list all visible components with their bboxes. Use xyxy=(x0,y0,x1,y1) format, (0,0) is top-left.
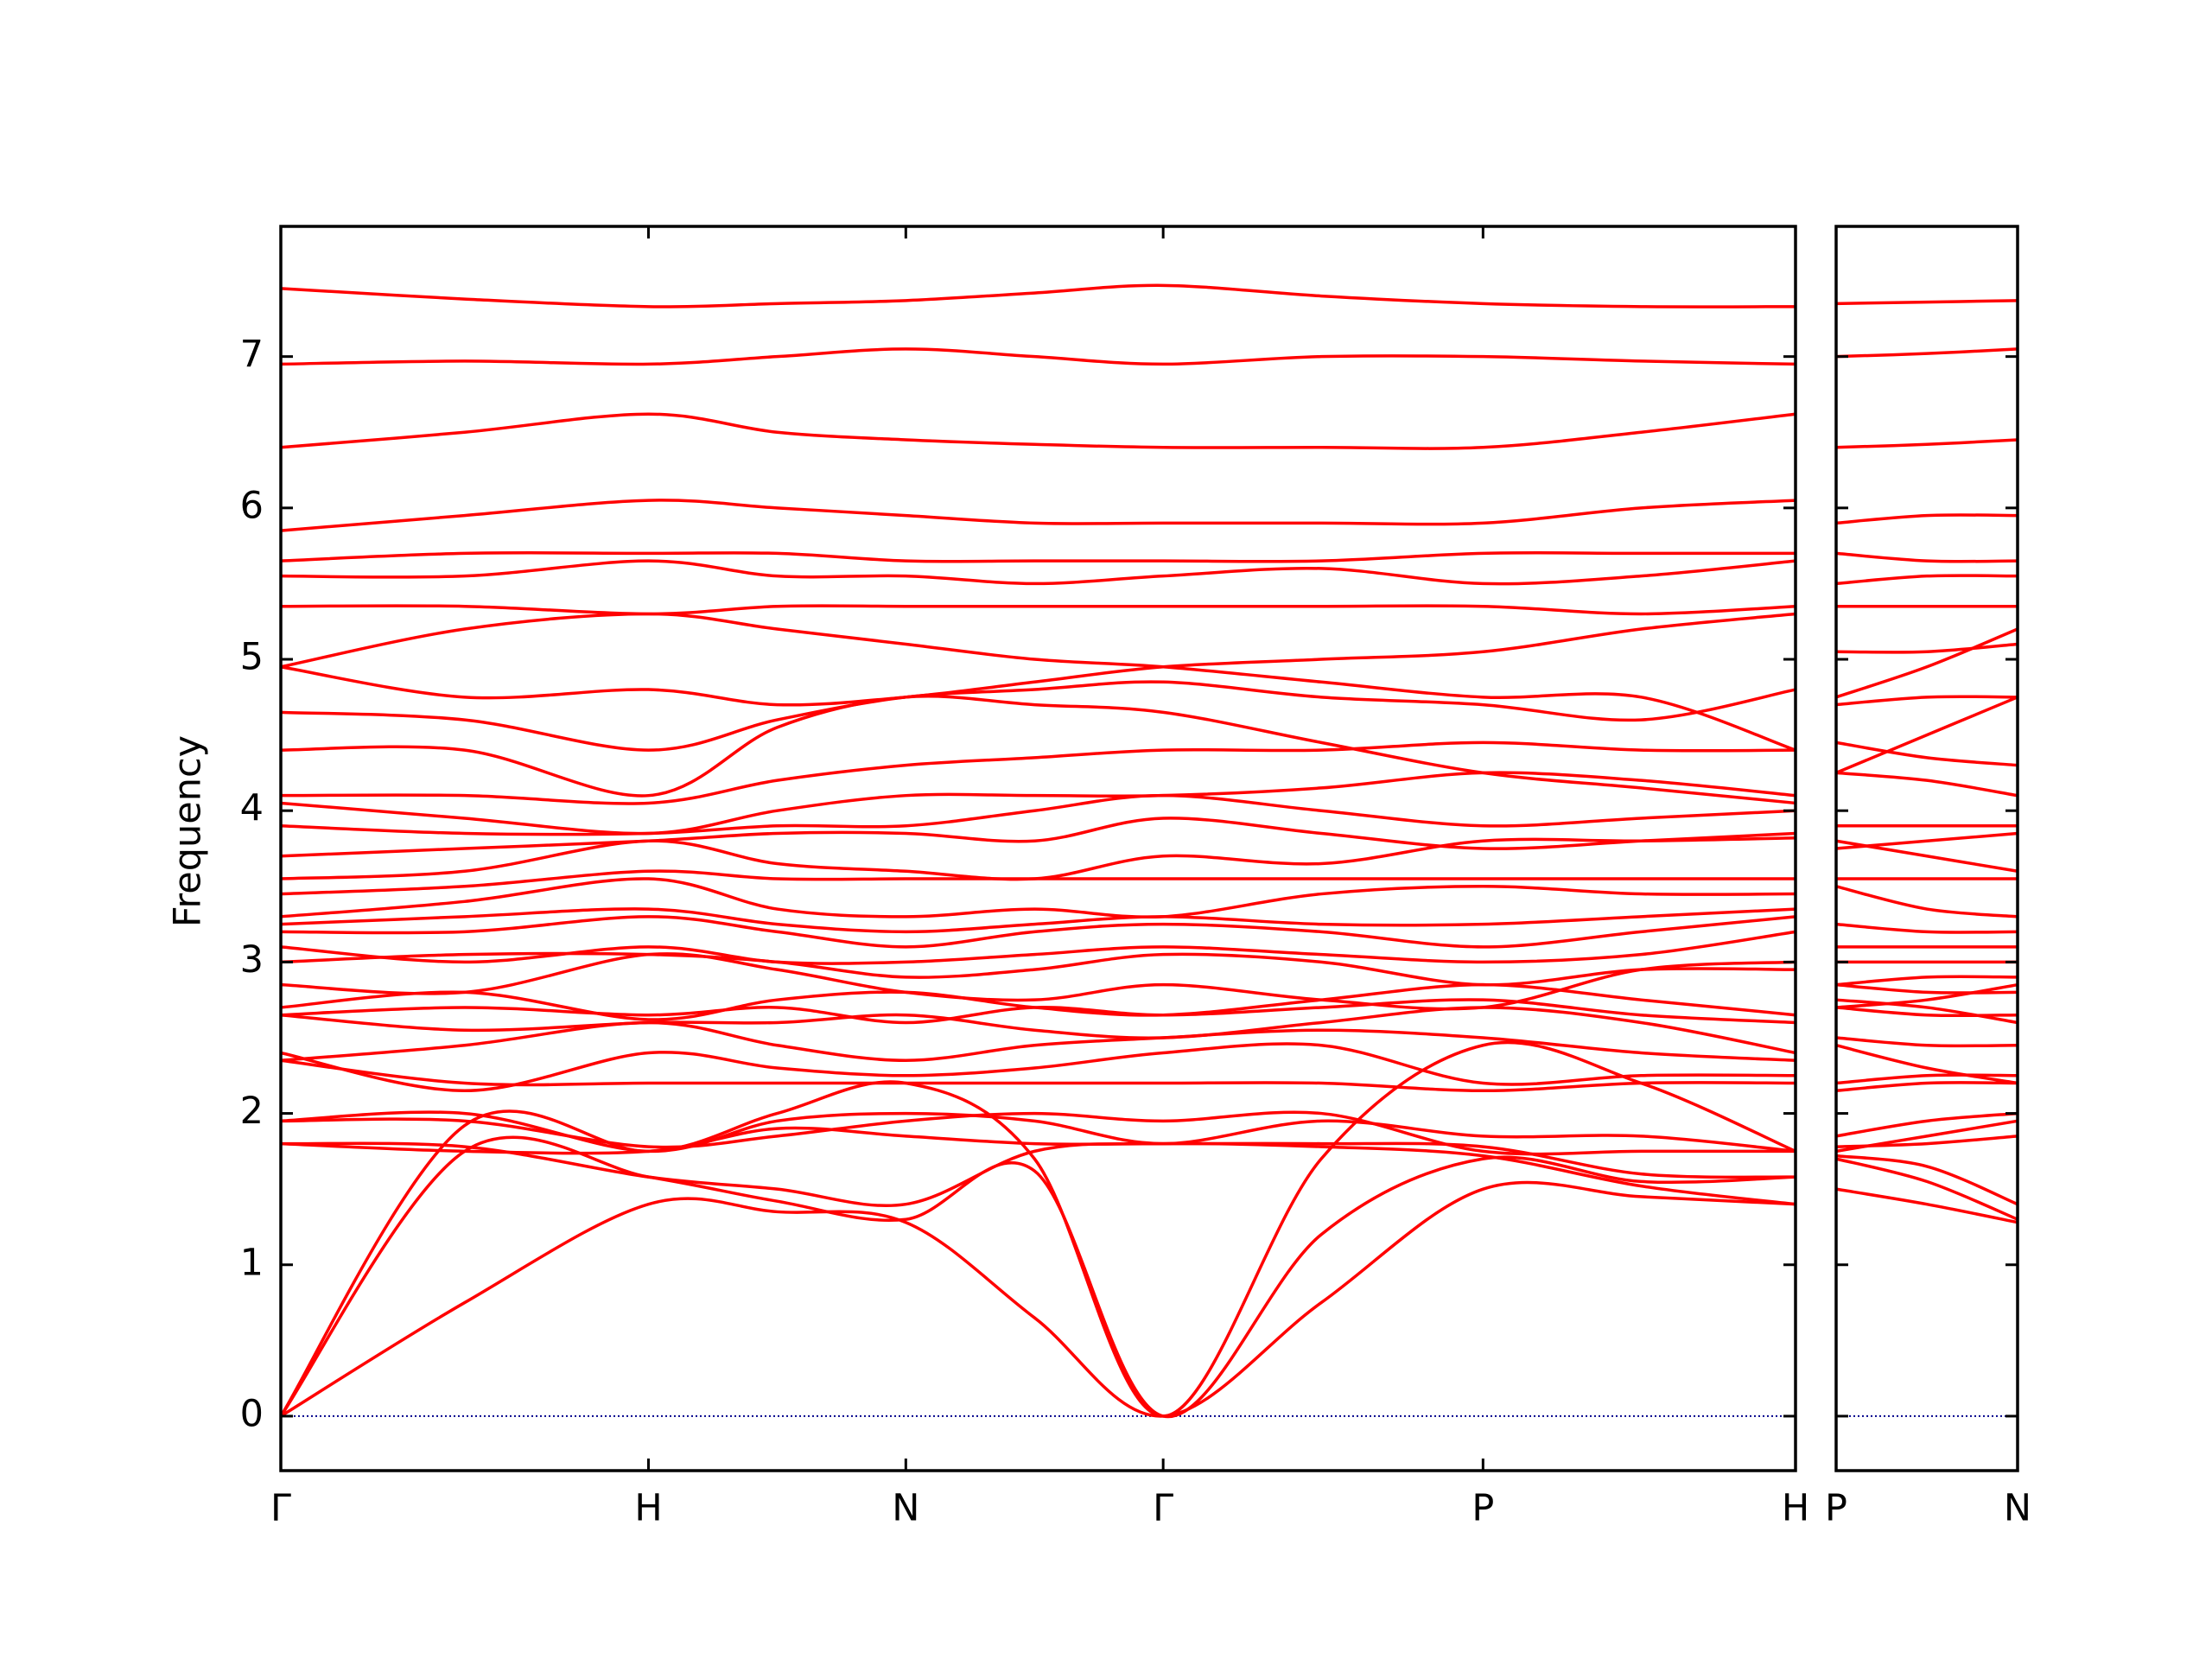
band-line xyxy=(280,1180,1796,1418)
band-line xyxy=(280,412,1796,450)
x-tick-label: Γ xyxy=(270,1487,291,1530)
band-line xyxy=(1835,1006,2018,1018)
band-line xyxy=(280,877,1796,919)
band-line xyxy=(280,1058,1796,1093)
band-line xyxy=(280,559,1796,586)
band-line xyxy=(1835,1119,2018,1154)
band-line xyxy=(1835,1135,2018,1148)
y-tick-label: 0 xyxy=(240,1392,264,1435)
band-line xyxy=(279,1040,1796,1418)
band-line xyxy=(280,771,1796,836)
band-line xyxy=(1835,839,2018,874)
band-line xyxy=(280,951,1796,987)
y-tick-label: 7 xyxy=(240,333,264,376)
band-line xyxy=(1835,982,2018,995)
band-line xyxy=(1835,741,2018,767)
band-line xyxy=(1835,696,2018,775)
y-axis-label: Frequency xyxy=(167,735,210,927)
band-line xyxy=(280,741,1796,805)
band-line xyxy=(280,982,1796,1021)
band-line xyxy=(1835,642,2018,654)
band-line xyxy=(280,930,1796,965)
band-line xyxy=(280,915,1796,949)
band-line xyxy=(1835,831,2018,850)
band-line xyxy=(280,1110,1796,1156)
band-line xyxy=(1835,922,2018,934)
band-line xyxy=(1835,513,2018,525)
band-line xyxy=(280,1110,1796,1154)
band-line xyxy=(1835,1044,2018,1085)
band-line xyxy=(1835,885,2018,918)
band-line xyxy=(1835,1111,2018,1138)
band-line xyxy=(280,680,1796,752)
band-line xyxy=(1835,998,2018,1025)
y-tick-label: 1 xyxy=(240,1241,264,1284)
band-line xyxy=(1835,975,2018,987)
band-line xyxy=(280,952,1796,1011)
band-line xyxy=(1835,551,2018,563)
band-line xyxy=(280,907,1796,934)
band-line xyxy=(1835,438,2018,449)
band-line xyxy=(1835,771,2018,798)
band-line xyxy=(280,1141,1796,1208)
x-tick-label: H xyxy=(1782,1487,1809,1530)
band-line xyxy=(1835,299,2018,306)
band-line xyxy=(280,998,1796,1025)
band-line xyxy=(1835,1157,2018,1221)
band-line xyxy=(280,1006,1796,1055)
band-line xyxy=(280,836,1796,881)
x-tick-label: H xyxy=(634,1487,662,1530)
band-line xyxy=(1835,1036,2018,1048)
band-line xyxy=(280,612,1796,752)
x-tick-label: N xyxy=(892,1487,919,1530)
x-tick-label: P xyxy=(1825,1487,1847,1530)
band-line xyxy=(280,604,1796,616)
band-line xyxy=(1835,1073,2018,1085)
band-line xyxy=(1835,982,2018,1009)
band-line xyxy=(280,817,1796,858)
y-tick-label: 4 xyxy=(240,787,264,830)
band-line xyxy=(280,695,1796,805)
y-tick-label: 5 xyxy=(240,636,264,679)
band-line xyxy=(280,283,1796,308)
band-line xyxy=(280,1042,1796,1093)
band-line xyxy=(1835,1154,2018,1206)
band-line xyxy=(1835,627,2018,699)
band-line xyxy=(280,347,1796,366)
y-tick-label: 2 xyxy=(240,1090,264,1133)
band-line xyxy=(1835,347,2018,359)
band-line xyxy=(280,550,1796,563)
band-line xyxy=(1835,695,2018,707)
band-line xyxy=(280,793,1796,836)
plot-frame xyxy=(1834,225,2019,1472)
y-tick-label: 3 xyxy=(240,938,264,982)
x-tick-label: Γ xyxy=(1153,1487,1173,1530)
y-tick-label: 6 xyxy=(240,484,264,527)
band-line xyxy=(1835,1187,2018,1224)
band-line xyxy=(1835,574,2018,586)
band-line xyxy=(280,1020,1796,1063)
band-line xyxy=(1835,1081,2018,1093)
plot-frame xyxy=(279,225,1797,1472)
band-line xyxy=(280,612,1796,707)
x-tick-label: P xyxy=(1471,1487,1494,1530)
band-line xyxy=(280,499,1796,532)
x-tick-label: N xyxy=(2004,1487,2031,1530)
